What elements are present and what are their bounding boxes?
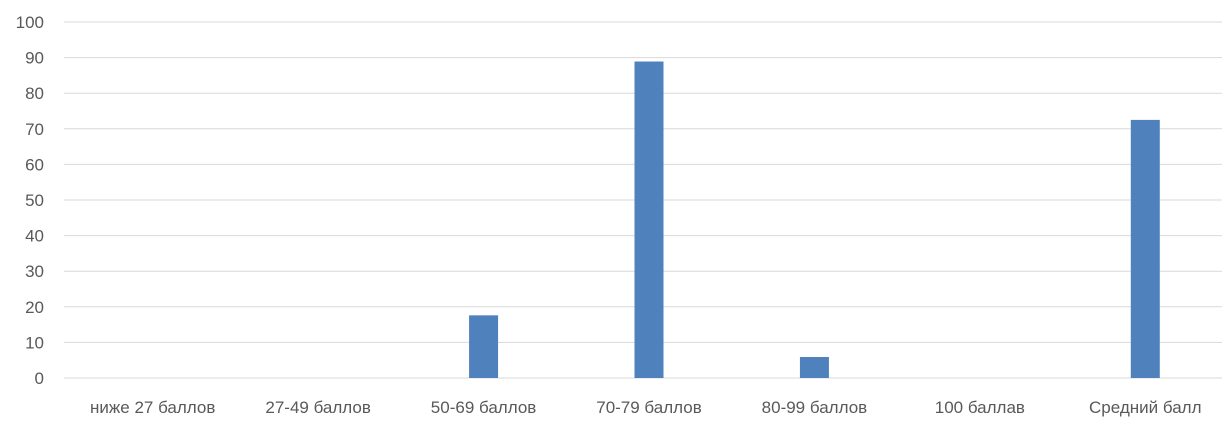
y-tick-label: 60	[25, 155, 44, 174]
x-tick-label: Средний балл	[1089, 398, 1201, 417]
y-tick-label: 20	[25, 298, 44, 317]
bar-2	[469, 315, 499, 378]
y-tick-label: 100	[16, 13, 44, 32]
y-tick-label: 0	[35, 369, 44, 388]
x-tick-label: 80-99 баллов	[762, 398, 868, 417]
y-tick-label: 10	[25, 333, 44, 352]
bars	[469, 61, 1160, 379]
x-tick-label: ниже 27 баллов	[90, 398, 215, 417]
x-tick-label: 100 баллав	[935, 398, 1025, 417]
x-tick-label: 27-49 баллов	[265, 398, 371, 417]
y-tick-label: 80	[25, 84, 44, 103]
x-axis-tick-labels: ниже 27 баллов 27-49 баллов 50-69 баллов 70…	[90, 398, 1202, 417]
y-tick-label: 90	[25, 49, 44, 68]
bar-3	[634, 61, 664, 379]
y-tick-label: 30	[25, 262, 44, 281]
y-tick-label: 50	[25, 191, 44, 210]
y-axis-tick-labels: 0 10 20 30 40 50 60 70 80 90 100	[16, 13, 44, 388]
bar-6	[1130, 119, 1160, 379]
y-tick-label: 40	[25, 227, 44, 246]
bar-4	[799, 356, 829, 378]
y-tick-label: 70	[25, 120, 44, 139]
x-tick-label: 70-79 баллов	[596, 398, 702, 417]
x-tick-label: 50-69 баллов	[431, 398, 537, 417]
